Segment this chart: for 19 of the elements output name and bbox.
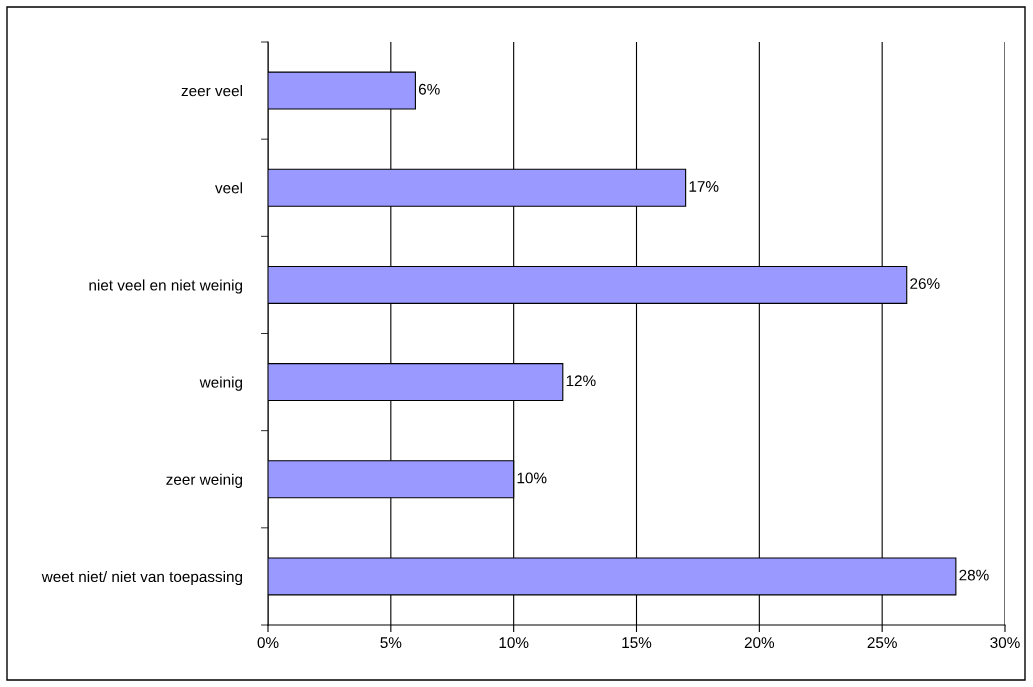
data-label: 6%	[418, 83, 440, 95]
y-tick-label: veel	[215, 182, 242, 194]
data-label: 28%	[959, 569, 989, 581]
x-tick-label: 0%	[257, 637, 279, 649]
x-tick-label: 5%	[380, 637, 402, 649]
data-label: 10%	[517, 472, 547, 484]
y-tick-label: weet niet/ niet van toepassing	[41, 570, 243, 586]
x-tick-label: 25%	[867, 637, 897, 649]
y-tick-label: weinig	[199, 376, 243, 391]
x-tick-label: 15%	[622, 637, 652, 649]
data-label: 12%	[566, 375, 596, 387]
data-label: 26%	[910, 278, 940, 290]
x-tick-label: 30%	[990, 637, 1020, 649]
y-tick-label: niet veel en niet weinig	[89, 279, 243, 294]
data-label: 17%	[689, 181, 719, 192]
x-tick-label: 20%	[744, 637, 775, 649]
y-tick-label: zeer weinig	[166, 473, 243, 488]
y-tick-label: zeer veel	[181, 85, 242, 97]
x-tick-label: 10%	[499, 637, 529, 649]
